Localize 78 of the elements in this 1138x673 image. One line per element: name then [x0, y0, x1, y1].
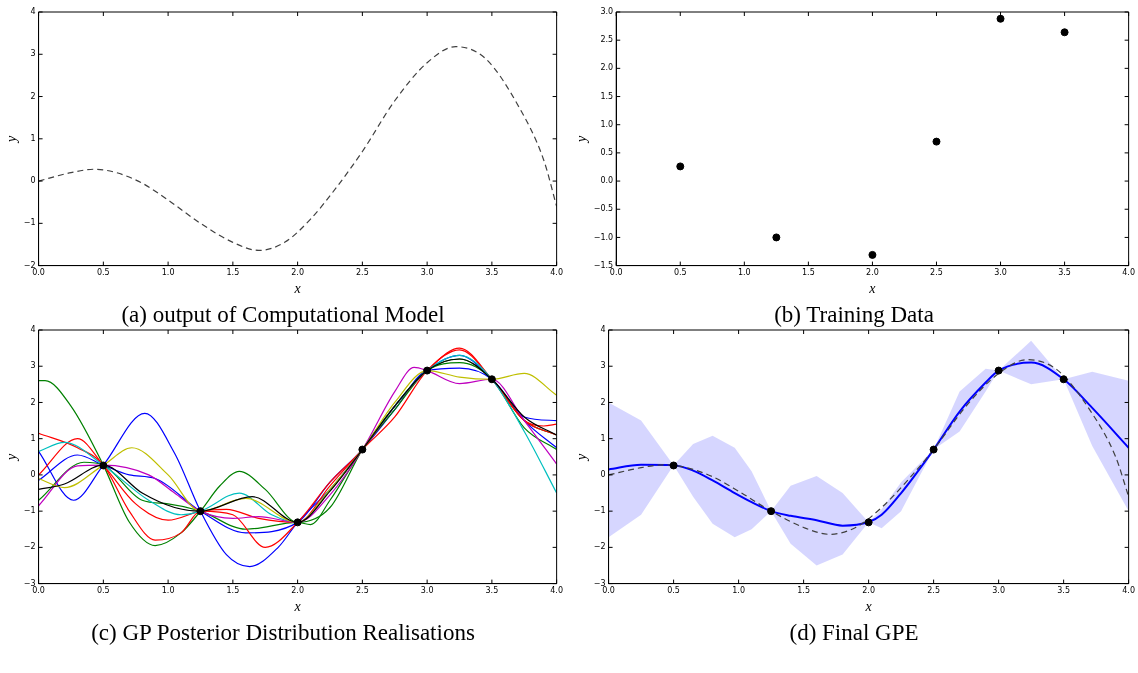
x-axis-title: x	[868, 281, 877, 297]
y-tick-label: 2	[600, 397, 606, 407]
y-axis-title: y	[4, 452, 20, 462]
x-tick-label: 2.0	[291, 586, 304, 596]
x-tick-label: 2.0	[291, 268, 304, 278]
y-tick-label: 0.0	[600, 176, 614, 186]
x-tick-label: 4.0	[550, 268, 564, 278]
x-tick-label: 2.5	[930, 268, 943, 278]
x-tick-label: 0.0	[609, 268, 623, 278]
text: (a) output of Computational Model	[121, 302, 445, 327]
y-axis-title: y	[574, 134, 590, 144]
y-tick-label: 1	[600, 433, 606, 443]
y-tick-label: −2	[593, 542, 606, 552]
y-tick-label: −1	[593, 506, 606, 516]
x-tick-label: 2.0	[866, 268, 879, 278]
x-tick-label: 2.5	[356, 586, 369, 596]
y-tick-label: 4	[30, 7, 36, 17]
x-tick-label: 3.5	[1057, 586, 1070, 596]
x-tick-label: 3.0	[992, 586, 1005, 596]
x-tick-label: 0.5	[96, 268, 110, 278]
x-tick-label: 1.5	[226, 268, 240, 278]
y-tick-label: 2	[30, 397, 36, 407]
y-axis-title: y	[4, 134, 20, 144]
x-axis-title: x	[293, 599, 302, 615]
y-tick-label: −2	[23, 260, 36, 270]
x-tick-label: 2.5	[356, 268, 369, 278]
y-tick-label: −1	[23, 218, 36, 228]
y-tick-label: −1.0	[593, 232, 614, 242]
x-axis-title: x	[293, 281, 302, 297]
x-tick-label: 1.0	[732, 586, 745, 596]
x-tick-label: 1.5	[802, 268, 815, 278]
x-tick-label: 4.0	[1122, 586, 1136, 596]
y-tick-label: 3	[600, 361, 606, 371]
y-tick-label: 1.0	[600, 119, 614, 129]
y-tick-label: 4	[30, 325, 36, 335]
text: (c) GP Posterior Distribution Realisations	[90, 620, 476, 646]
y-tick-label: −3	[593, 578, 606, 588]
x-tick-label: 3.5	[485, 586, 499, 596]
y-tick-label: 4	[600, 325, 606, 335]
y-tick-label: 1	[30, 133, 36, 143]
x-tick-label: 1.0	[161, 586, 175, 596]
x-tick-label: 1.0	[161, 268, 175, 278]
y-tick-label: 2.0	[600, 63, 614, 73]
x-axis-title: x	[864, 599, 873, 615]
x-tick-label: 0.5	[96, 586, 110, 596]
y-tick-label: 0.5	[600, 147, 614, 157]
x-tick-label: 0.5	[667, 586, 680, 596]
y-tick-label: 3.0	[600, 7, 614, 17]
y-axis-title: y	[574, 452, 590, 462]
x-tick-label: 2.0	[862, 586, 875, 596]
y-tick-label: −2	[23, 542, 36, 552]
x-tick-label: 3.5	[1058, 268, 1071, 278]
x-tick-label: 0.5	[673, 268, 687, 278]
x-tick-label: 1.0	[737, 268, 751, 278]
x-tick-label: 3.0	[994, 268, 1007, 278]
y-tick-label: 2	[30, 91, 36, 101]
y-tick-label: 3	[30, 361, 36, 371]
y-tick-label: 0	[600, 469, 606, 479]
y-tick-label: 0	[30, 469, 36, 479]
y-tick-label: 1.5	[600, 91, 614, 101]
y-tick-label: 1	[30, 433, 36, 443]
text: (d) Final GPE	[788, 620, 920, 646]
y-tick-label: −1.5	[593, 260, 614, 270]
y-tick-label: −3	[23, 578, 36, 588]
x-tick-label: 3.0	[420, 268, 434, 278]
x-tick-label: 1.5	[797, 586, 810, 596]
text: (b) Training Data	[774, 302, 934, 327]
y-tick-label: 2.5	[600, 35, 614, 45]
y-tick-label: −1	[23, 506, 36, 516]
x-tick-label: 1.5	[226, 586, 240, 596]
y-tick-label: −0.5	[593, 204, 614, 214]
x-tick-label: 4.0	[550, 586, 564, 596]
x-tick-label: 3.5	[485, 268, 499, 278]
x-tick-label: 2.5	[927, 586, 940, 596]
x-tick-label: 3.0	[420, 586, 434, 596]
x-tick-label: 4.0	[1122, 268, 1136, 278]
y-tick-label: 3	[30, 49, 36, 59]
y-tick-label: 0	[30, 176, 36, 186]
